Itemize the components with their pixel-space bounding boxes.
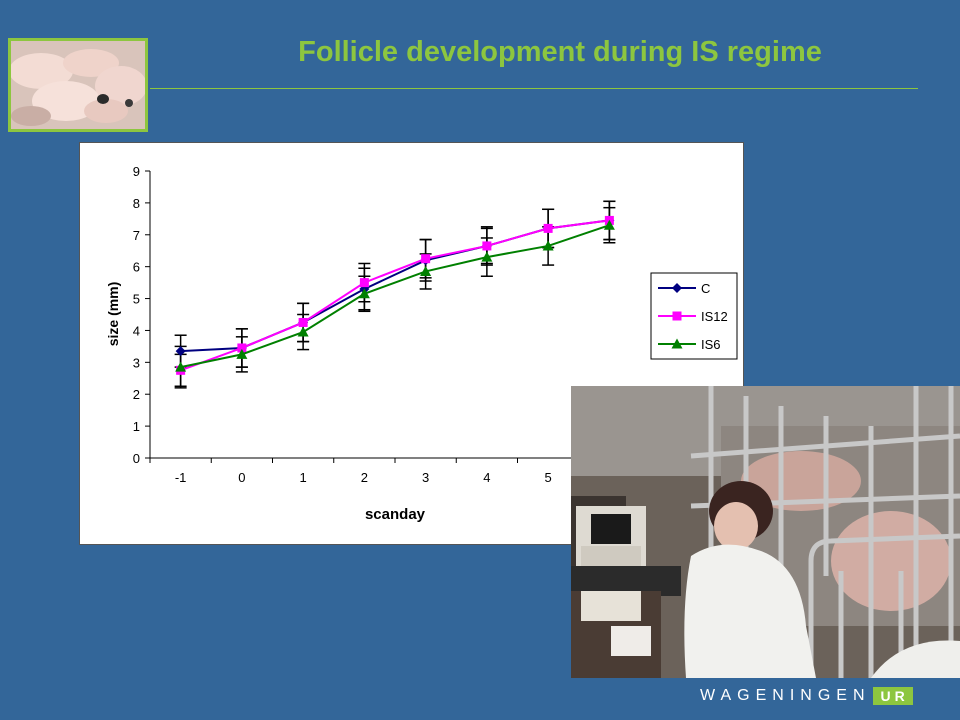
- data-point: [236, 348, 248, 359]
- y-axis-label: size (mm): [105, 282, 121, 347]
- y-tick-label: 3: [133, 355, 140, 370]
- x-tick-label: 2: [361, 470, 368, 485]
- legend-label: IS12: [701, 309, 728, 324]
- data-point: [175, 346, 186, 357]
- x-tick-label: -1: [175, 470, 187, 485]
- y-tick-label: 5: [133, 292, 140, 307]
- piglets-photo-icon: [11, 41, 145, 129]
- y-tick-label: 8: [133, 196, 140, 211]
- series-is6: [174, 206, 616, 389]
- ultrasound-scanning-photo-icon: [571, 386, 960, 678]
- data-point: [237, 343, 247, 353]
- series-line-is6: [175, 219, 615, 372]
- legend-label: C: [701, 281, 710, 296]
- y-tick-label: 1: [133, 419, 140, 434]
- data-point: [297, 326, 309, 337]
- data-point: [481, 251, 493, 262]
- legend-marker: [672, 283, 682, 293]
- y-tick-label: 9: [133, 164, 140, 179]
- y-tick-label: 4: [133, 323, 140, 338]
- data-point: [421, 254, 431, 264]
- title-divider: [150, 88, 918, 89]
- y-tick-label: 2: [133, 387, 140, 402]
- data-point: [603, 219, 615, 230]
- data-point: [420, 265, 432, 276]
- x-tick-label: 3: [422, 470, 429, 485]
- data-point: [543, 223, 553, 233]
- x-axis-label: scanday: [365, 506, 426, 523]
- y-tick-label: 6: [133, 260, 140, 275]
- data-point: [482, 241, 492, 251]
- y-tick-label: 7: [133, 228, 140, 243]
- series-line: [180, 219, 610, 353]
- legend-marker: [672, 311, 682, 321]
- slide-title: Follicle development during IS regime: [298, 36, 822, 68]
- x-tick-label: 4: [483, 470, 490, 485]
- series-line: [180, 224, 610, 369]
- logo-text: WAGENINGEN: [700, 687, 871, 704]
- data-point: [175, 361, 187, 372]
- data-point: [542, 240, 554, 251]
- y-tick-label: 0: [133, 451, 140, 466]
- legend-label: IS6: [701, 337, 721, 352]
- piglets-thumbnail: [8, 38, 148, 132]
- x-tick-label: 5: [545, 470, 552, 485]
- legend: C IS12 IS6: [650, 272, 738, 360]
- wageningen-logo: WAGENINGEN UR: [700, 685, 913, 707]
- data-point: [298, 317, 308, 327]
- data-point: [358, 288, 370, 299]
- data-point: [359, 278, 369, 288]
- scanning-photo: [571, 386, 960, 678]
- logo-ur-badge: UR: [872, 687, 913, 705]
- legend-marker: [671, 338, 683, 349]
- series-line: [180, 219, 610, 372]
- x-tick-label: 1: [300, 470, 307, 485]
- x-tick-label: 0: [238, 470, 245, 485]
